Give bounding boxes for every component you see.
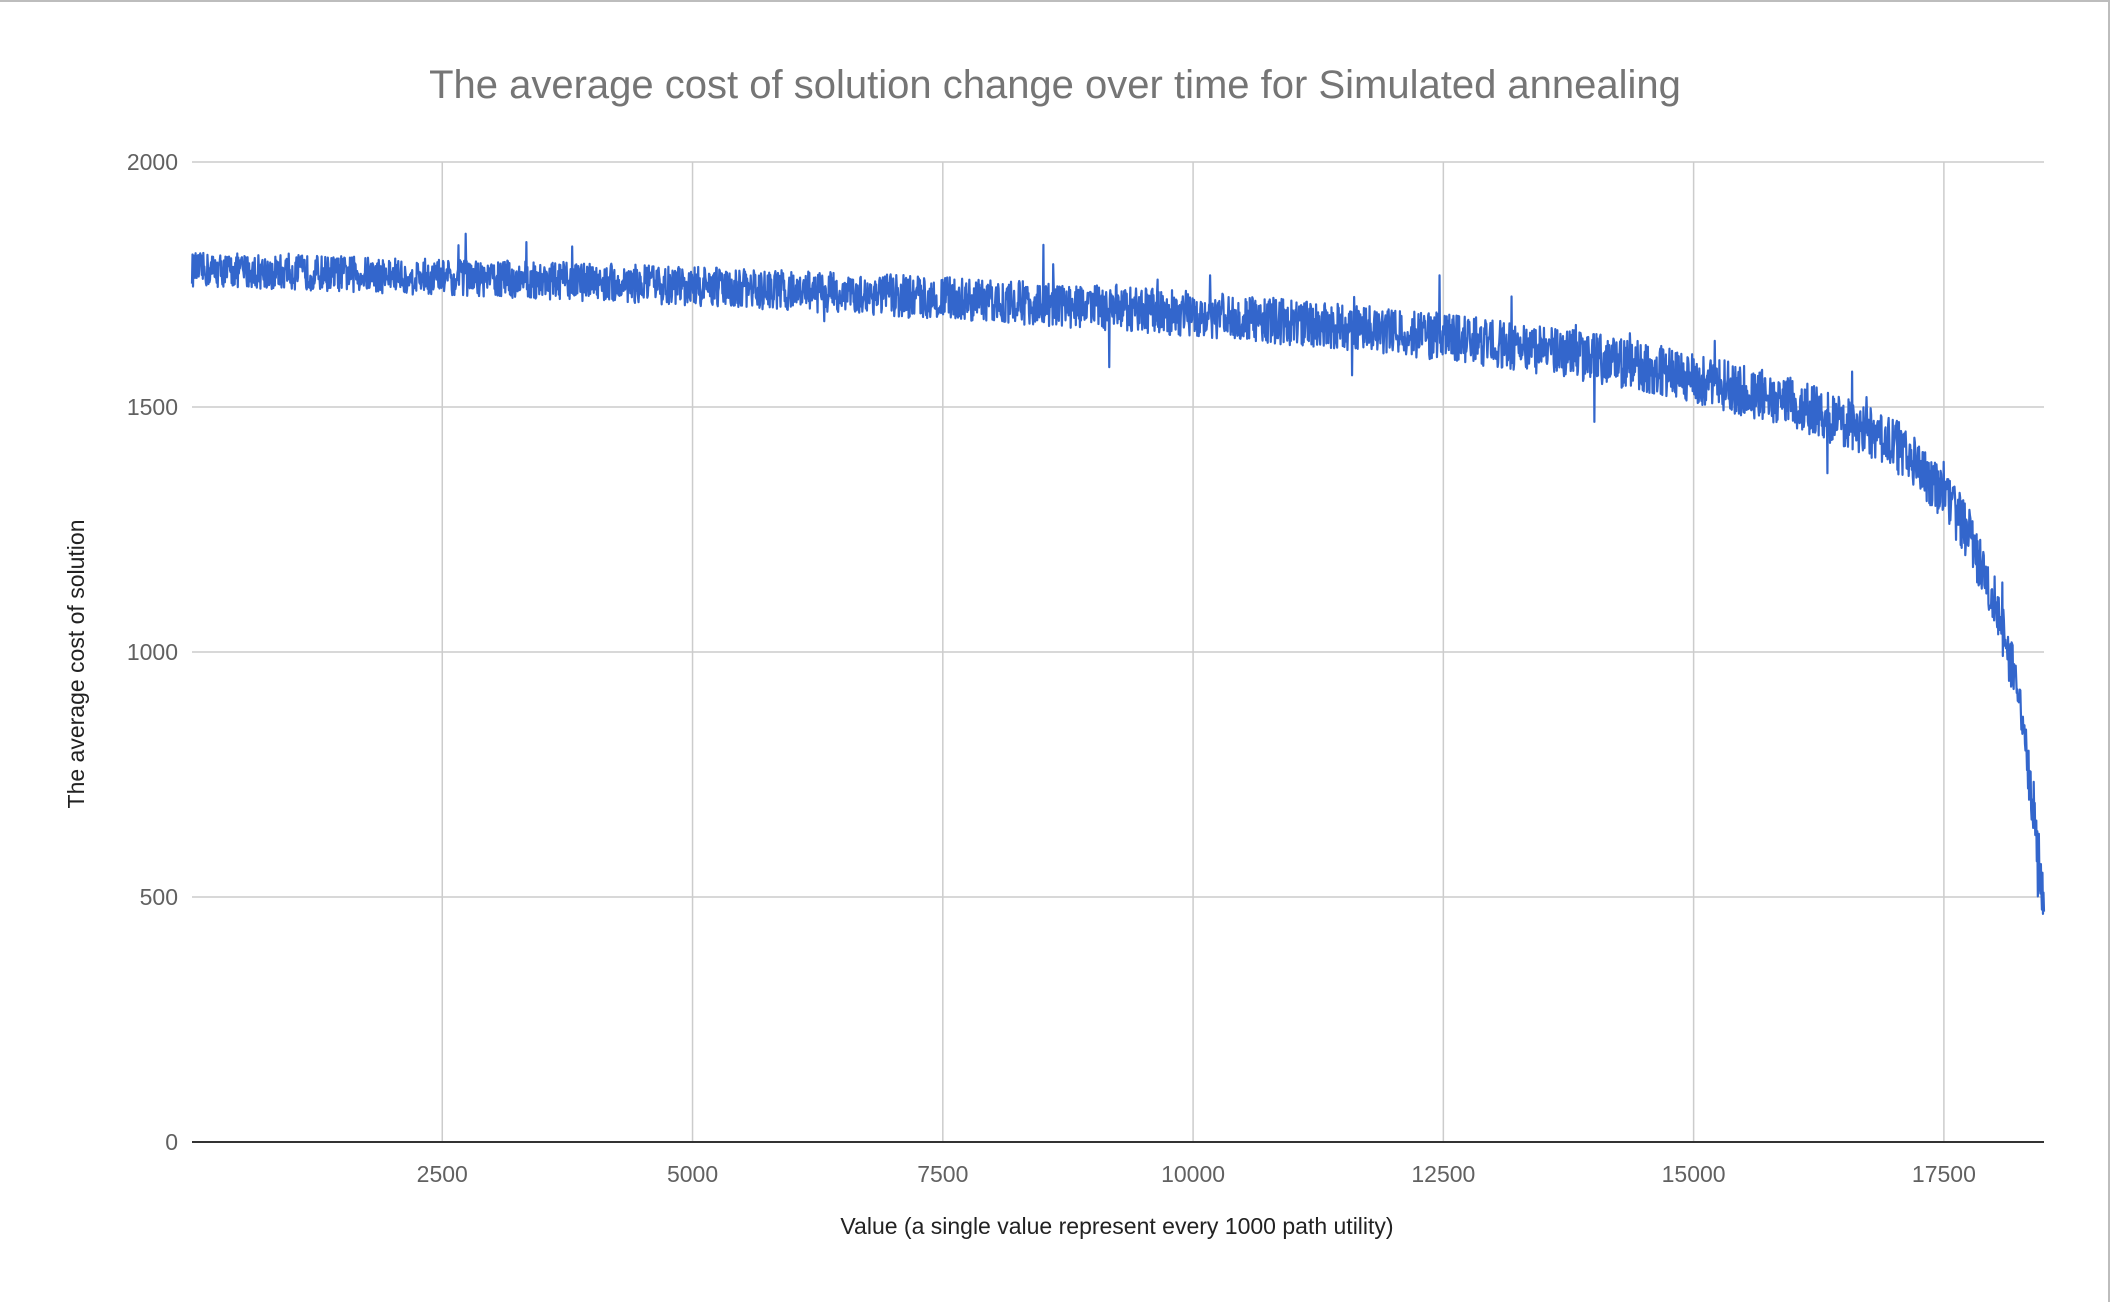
y-tick-label: 500 [140,884,178,910]
gridlines [192,161,2044,1142]
x-tick-label: 5000 [667,1161,718,1187]
x-tick-label: 17500 [1912,1161,1976,1187]
x-tick-label: 10000 [1161,1161,1225,1187]
y-tick-label: 1500 [127,394,178,420]
x-tick-label: 2500 [417,1161,468,1187]
y-axis-title: The average cost of solution [63,520,89,809]
y-tick-label: 2000 [127,149,178,175]
y-tick-label: 0 [165,1129,178,1155]
x-axis-title: Value (a single value represent every 10… [840,1213,1393,1239]
x-tick-label: 12500 [1411,1161,1475,1187]
x-axis-ticks: 2500 5000 7500 10000 12500 15000 17500 [417,1161,1976,1187]
y-tick-label: 1000 [127,639,178,665]
chart-title: The average cost of solution change over… [429,63,1681,107]
x-tick-label: 7500 [917,1161,968,1187]
y-axis-ticks: 0 500 1000 1500 2000 [127,149,178,1155]
x-tick-label: 15000 [1662,1161,1726,1187]
series-line [190,232,2046,915]
series-layer [190,232,2046,915]
